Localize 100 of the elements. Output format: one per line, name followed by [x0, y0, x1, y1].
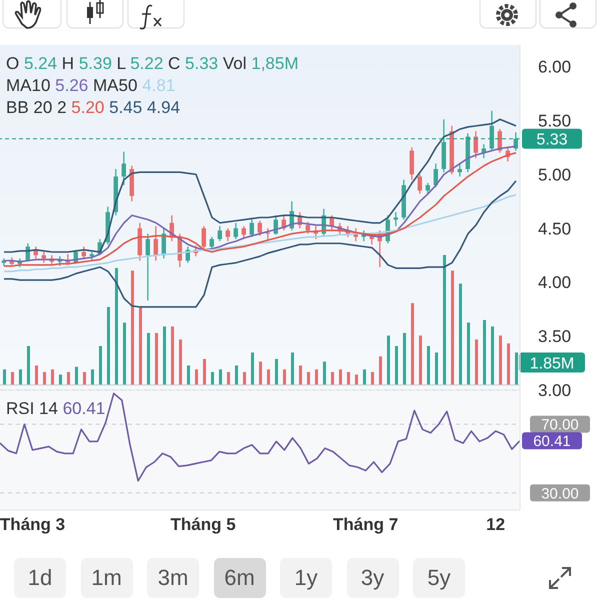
bar: [299, 366, 302, 385]
candlestick: [490, 110, 494, 152]
bar: [139, 307, 142, 385]
text: 1.85M: [530, 355, 574, 372]
text: 5y: [413, 558, 465, 598]
annotation: BB 20 2 5.20 5.45 4.94: [6, 98, 180, 117]
bar: [163, 326, 166, 385]
bar: [35, 366, 38, 385]
bar: [411, 303, 414, 385]
bar: [347, 372, 350, 385]
candlestick: [234, 222, 238, 240]
candlestick: [210, 236, 214, 250]
series-label: RSI 14: [6, 399, 58, 418]
candlestick: [218, 226, 222, 242]
candlestick: [202, 226, 206, 250]
y-tick-label: 6.00: [538, 58, 572, 77]
candlestick: [426, 182, 430, 194]
bar: [19, 369, 22, 385]
candlestick: [418, 174, 422, 194]
candlestick: [242, 226, 246, 240]
line-series: [3, 180, 517, 308]
bar: [243, 372, 246, 385]
bar: [259, 362, 262, 385]
bar: [203, 359, 206, 385]
y-tick-label: 3.50: [538, 327, 572, 346]
bar: [11, 372, 14, 385]
y-tick-label: 4.00: [538, 273, 572, 292]
bar: [491, 326, 494, 385]
bar: [395, 346, 398, 385]
text: 60.41: [62, 399, 106, 418]
text: 1m: [80, 558, 132, 598]
bar: [131, 270, 134, 385]
candlestick: [474, 130, 478, 159]
y-tick-label: 70.00: [541, 416, 579, 434]
candlestick: [82, 246, 86, 260]
bar: [59, 374, 62, 385]
bar: [355, 374, 358, 385]
bar: [363, 369, 366, 385]
text: 3y: [346, 558, 398, 598]
candlestick: [122, 151, 126, 186]
x-tick-label: 12: [486, 515, 506, 534]
text: O 5.24 H 5.39 L 5.22 C 5.33 Vol 1,85M: [6, 54, 298, 73]
candlestick: [458, 162, 462, 178]
bar: [291, 352, 294, 385]
text: 1d: [14, 558, 66, 598]
bar: [451, 270, 454, 385]
bar: [75, 366, 78, 385]
text: 1y: [280, 558, 332, 598]
candlestick: [434, 162, 438, 188]
text: 6m: [214, 558, 266, 598]
candlestick: [250, 219, 254, 238]
bar: [3, 369, 6, 385]
line-series: [0, 392, 521, 482]
data-label: 60.41: [533, 433, 571, 450]
bar: [307, 372, 310, 385]
bar: [115, 268, 118, 385]
bar: [43, 372, 46, 385]
bar: [155, 333, 158, 385]
candlestick: [258, 220, 262, 236]
bar: [195, 369, 198, 385]
bar: [507, 343, 510, 385]
x-tick-label: Tháng 5: [170, 515, 236, 534]
ref-line-label: 5.33: [536, 132, 568, 149]
bar: [171, 326, 174, 385]
y-tick-label: 3.00: [538, 381, 572, 400]
bar: [219, 369, 222, 385]
bar: [147, 333, 150, 385]
candlestick: [146, 233, 150, 302]
bar: [459, 284, 462, 385]
bar: [339, 369, 342, 385]
bar: [267, 369, 270, 385]
bar: [83, 372, 86, 385]
bar: [499, 336, 502, 385]
bar: [179, 340, 182, 385]
annotation: MA10 5.26 MA50 4.81: [6, 76, 176, 95]
candlestick: [394, 212, 398, 227]
bar: [427, 346, 430, 385]
bar: [403, 333, 406, 385]
bar: [483, 320, 486, 385]
candlestick: [154, 226, 158, 262]
bar: [99, 346, 102, 385]
bar: [251, 352, 254, 385]
bar: [379, 356, 382, 385]
bar: [515, 352, 518, 385]
text: 3m: [147, 558, 199, 598]
x-tick-label: Tháng 7: [333, 515, 398, 534]
candlestick: [226, 228, 230, 242]
bar: [227, 372, 230, 385]
bar: [323, 362, 326, 385]
bar: [27, 346, 30, 385]
bar: [371, 372, 374, 385]
candlestick: [410, 146, 414, 180]
bar: [467, 322, 470, 385]
bar: [235, 366, 238, 385]
bar: [331, 372, 334, 385]
bar: [419, 336, 422, 385]
y-tick-label: 5.50: [538, 111, 572, 130]
bar: [107, 307, 110, 385]
bar: [315, 369, 318, 385]
candlestick: [306, 221, 310, 234]
